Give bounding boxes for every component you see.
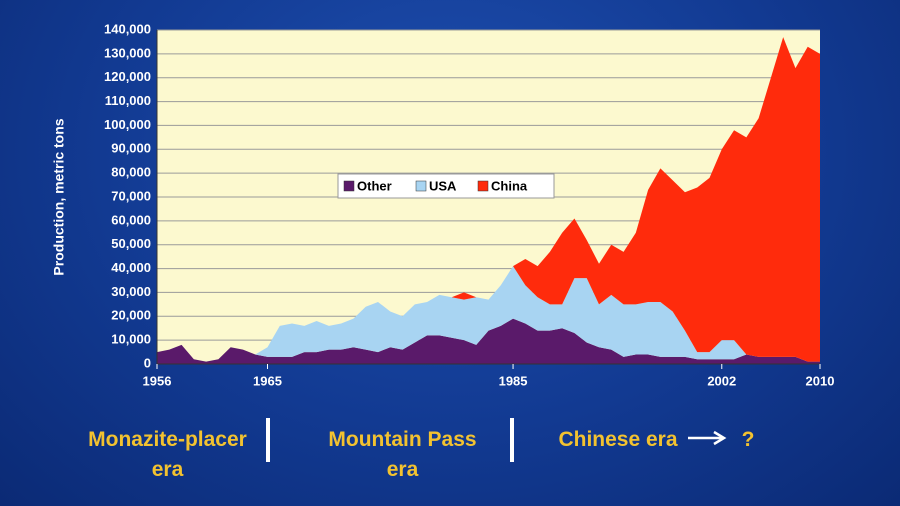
y-tick-label: 30,000 (111, 284, 151, 299)
area (157, 318, 820, 364)
y-tick-label: 50,000 (111, 236, 151, 251)
y-tick-label: 70,000 (111, 188, 151, 203)
y-tick-label: 100,000 (104, 117, 151, 132)
legend-label: USA (429, 178, 457, 193)
x-tick-label: 1956 (143, 373, 172, 388)
legend-swatch (415, 180, 427, 192)
x-tick-label: 2010 (806, 373, 835, 388)
era-label: ? (741, 428, 755, 451)
y-tick-label: 60,000 (111, 212, 151, 227)
era-label: Monazite-placer era (88, 428, 247, 481)
area (157, 37, 820, 362)
y-tick-label: 20,000 (111, 308, 151, 323)
legend-swatch (477, 180, 489, 192)
era-label: Mountain Pass era (328, 428, 477, 481)
era-separator (266, 418, 270, 462)
y-tick-label: 10,000 (111, 332, 151, 347)
x-tick-label: 2002 (707, 373, 736, 388)
era-label: Chinese era (558, 428, 678, 451)
area (157, 266, 820, 362)
arrow-head (713, 430, 727, 446)
y-tick-label: 90,000 (111, 141, 151, 156)
era-separator (510, 418, 514, 462)
y-tick-label: 80,000 (111, 165, 151, 180)
y-tick-label: 120,000 (104, 69, 151, 84)
y-tick-label: 110,000 (105, 93, 151, 108)
y-tick-label: 130,000 (104, 45, 151, 60)
y-tick-label: 140,000 (104, 21, 151, 36)
legend-box (337, 173, 555, 199)
y-tick-label: 0 (144, 355, 151, 370)
x-tick-label: 1985 (499, 373, 528, 388)
y-tick-label: 40,000 (111, 260, 151, 275)
y-axis-label: Production, metric tons (51, 118, 67, 275)
legend-label: Other (357, 178, 392, 193)
legend-label: China (491, 178, 528, 193)
x-tick-label: 1965 (253, 373, 282, 388)
legend-swatch (343, 180, 355, 192)
